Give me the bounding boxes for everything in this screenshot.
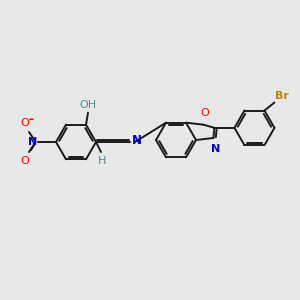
Text: -: - [28,113,34,126]
Text: O: O [200,108,209,118]
Text: OH: OH [80,100,97,110]
Text: O: O [21,156,29,166]
Text: N: N [28,137,37,147]
Text: O: O [21,118,29,128]
Text: H: H [98,156,106,166]
Text: N: N [211,144,220,154]
Text: N: N [132,134,142,148]
Text: Br: Br [275,91,289,100]
